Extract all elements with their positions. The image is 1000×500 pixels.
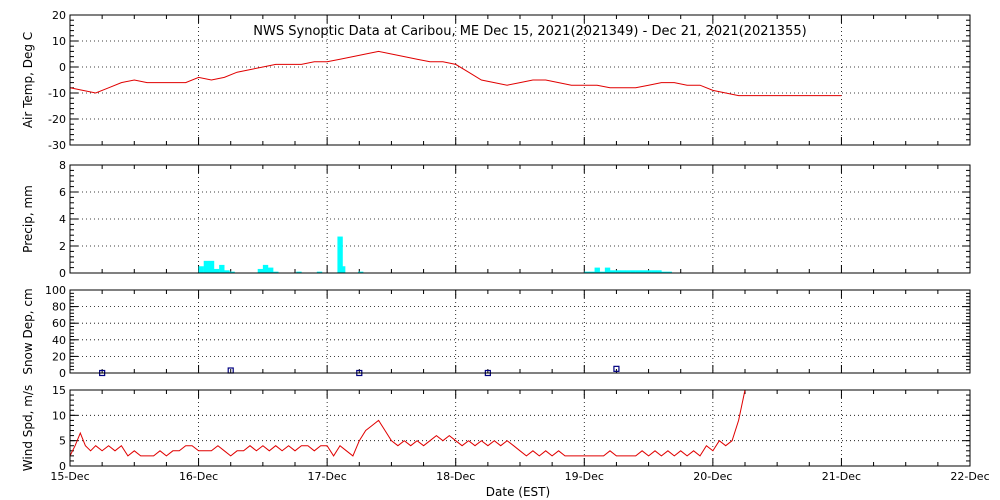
y-axis-label: Snow Dep, cm (21, 288, 35, 374)
precip-bar (604, 267, 611, 273)
precip-bar (214, 268, 220, 273)
precip-panel: 8 6 4 2 0 Precip, mm (21, 159, 971, 280)
x-tick-label: 19-Dec (565, 470, 604, 483)
precip-bar (625, 270, 631, 273)
air-temp-panel: 20 10 0 -10 -20 -30 Air Temp, Deg C (21, 9, 971, 152)
y-tick-label: 0 (59, 267, 66, 280)
precip-bar (224, 270, 230, 273)
x-tick-label: 18-Dec (436, 470, 475, 483)
x-tick-label: 15-Dec (50, 470, 89, 483)
y-axis-label: Precip, mm (21, 185, 35, 253)
precip-bar (358, 271, 364, 273)
y-tick-label: 80 (52, 301, 66, 314)
precip-bar (656, 270, 662, 273)
x-tick-label: 16-Dec (179, 470, 218, 483)
precip-bar (257, 268, 264, 273)
y-axis-label: Wind Spd, m/s (21, 385, 35, 471)
precip-bar (640, 270, 647, 273)
y-axis-label: Air Temp, Deg C (21, 32, 35, 128)
wind-speed-panel: 15 10 5 0 Wind Spd, m/s (21, 384, 971, 473)
y-tick-label: -30 (48, 139, 66, 152)
y-tick-label: 2 (59, 240, 66, 253)
y-tick-label: 100 (45, 284, 66, 297)
y-tick-label: 40 (52, 334, 66, 347)
x-tick-label: 21-Dec (822, 470, 861, 483)
precip-bar (229, 271, 235, 273)
precip-bar (273, 271, 279, 273)
y-tick-label: 10 (52, 35, 66, 48)
plot-frame (69, 14, 971, 146)
x-axis-label: Date (EST) (486, 485, 550, 499)
precip-bar (296, 271, 302, 273)
snow-depth-panel: 100 80 60 40 20 0 Snow Dep, cm (21, 284, 971, 380)
precip-bar (646, 270, 652, 273)
y-tick-label: 6 (59, 186, 66, 199)
plot-frame (69, 289, 971, 374)
y-tick-label: 20 (52, 350, 66, 363)
precip-bar (661, 271, 667, 273)
precip-bar (635, 270, 642, 273)
precip-bar (589, 271, 595, 273)
x-tick-label: 20-Dec (693, 470, 732, 483)
series-line (69, 50, 842, 97)
precip-bar (337, 236, 343, 273)
y-tick-label: 8 (59, 159, 66, 172)
y-tick-label: -10 (48, 87, 66, 100)
precip-bar (630, 270, 636, 273)
y-tick-label: 0 (59, 367, 66, 380)
precip-bar (615, 270, 621, 273)
x-tick-label: 22-Dec (950, 470, 989, 483)
x-tick-label: 17-Dec (308, 470, 347, 483)
series-line (69, 389, 746, 457)
precip-bar (651, 270, 657, 273)
plot-frame (69, 164, 971, 274)
precip-bar (584, 271, 590, 273)
precip-bar (219, 264, 225, 273)
y-tick-label: 0 (59, 61, 66, 74)
precip-bar (610, 270, 616, 273)
precip-bar (340, 266, 346, 273)
y-tick-label: 0 (59, 460, 66, 473)
precip-bar (262, 264, 269, 273)
precip-bar (316, 271, 323, 273)
precip-bar (203, 260, 210, 273)
x-tick-labels: 15-Dec 16-Dec 17-Dec 18-Dec 19-Dec 20-Dec 21-D… (50, 470, 989, 483)
chart-title: NWS Synoptic Data at Caribou, ME Dec 15,… (253, 24, 806, 39)
precip-bar (599, 271, 606, 273)
y-tick-label: 15 (52, 384, 66, 397)
y-tick-label: 10 (52, 409, 66, 422)
y-tick-label: 60 (52, 317, 66, 330)
y-tick-label: 5 (59, 435, 66, 448)
precip-bar (620, 270, 626, 273)
precip-bar (208, 260, 215, 273)
y-tick-label: 4 (59, 213, 66, 226)
precip-bar (268, 267, 274, 273)
precip-bar (666, 271, 672, 273)
y-tick-label: -20 (48, 113, 66, 126)
plot-frame (69, 389, 971, 467)
precip-bar (594, 267, 600, 273)
snow-marker (613, 365, 620, 372)
precip-bar (198, 266, 204, 273)
y-tick-label: 20 (52, 9, 66, 22)
